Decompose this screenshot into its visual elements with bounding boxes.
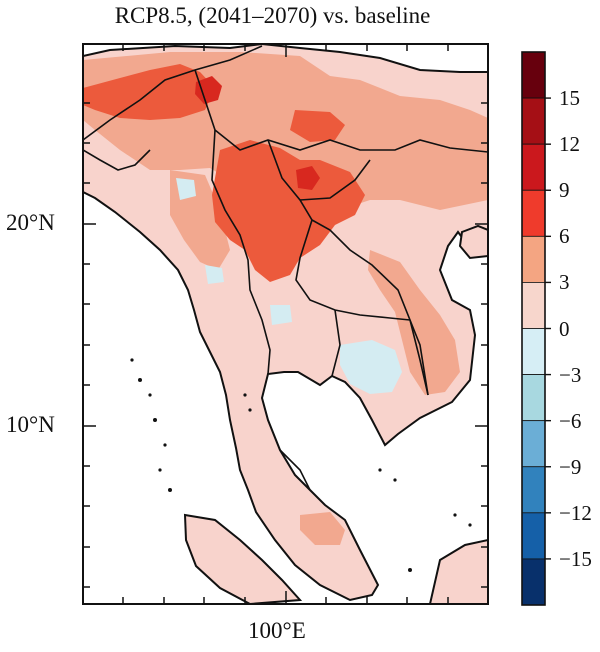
lat-label-20n: 20°N: [6, 210, 55, 235]
colorbar-swatch: [521, 512, 546, 560]
colorbar-tick-label: 12: [559, 132, 580, 157]
colorbar-swatch: [521, 420, 546, 468]
colorbar-tick-label: 9: [559, 178, 570, 203]
colorbar-tick-label: 15: [559, 86, 580, 111]
colorbar-swatch: [521, 97, 546, 145]
island-dots: [130, 358, 472, 572]
lon-ticks: [122, 44, 449, 604]
colorbar-swatch: [521, 189, 546, 237]
land-hainan: [458, 224, 488, 260]
colorbar-tick-label: −3: [559, 362, 582, 387]
colorbar-swatch: [521, 235, 546, 283]
lon-label-100e: 100°E: [248, 618, 306, 643]
country-borders: [83, 45, 488, 491]
colorbar-swatch: [521, 282, 546, 329]
area-light-blue-myanmar: [176, 178, 196, 200]
colorbar-swatch: [521, 374, 546, 422]
colorbar-swatch: [521, 143, 546, 191]
area-salmon-malay: [300, 512, 345, 545]
map-plot: [83, 44, 488, 604]
land-borneo: [428, 538, 488, 604]
colorbar: [521, 51, 551, 606]
area-light-blue-myanmar3: [270, 305, 292, 325]
area-salmon-vietnam: [368, 250, 460, 395]
map-title: RCP8.5, (2041–2070) vs. baseline: [114, 3, 431, 28]
colorbar-swatch: [521, 558, 546, 606]
colorbar-tick-label: −15: [559, 546, 592, 571]
area-orange-red: [212, 140, 365, 282]
land-sumatra: [183, 513, 303, 604]
colorbar-tick-label: 6: [559, 224, 570, 249]
area-red-laos: [296, 166, 320, 190]
area-orange-red-east: [290, 110, 345, 142]
area-light-blue-myanmar2: [205, 265, 224, 284]
colorbar-tick-label: 3: [559, 270, 570, 295]
area-light-blue-cambodia: [340, 340, 402, 394]
colorbar-tick-label: −6: [559, 408, 582, 433]
colorbar-swatch: [521, 466, 546, 514]
colorbar-swatch: [521, 328, 546, 375]
colorbar-tick-label: −9: [559, 454, 582, 479]
colorbar-tick-label: −12: [559, 500, 592, 525]
lat-label-10n: 10°N: [6, 412, 55, 437]
lat-ticks: [83, 102, 488, 588]
colorbar-tick-label: 0: [559, 316, 570, 341]
area-red-hotspot: [195, 76, 222, 104]
colorbar-swatch: [521, 51, 546, 99]
